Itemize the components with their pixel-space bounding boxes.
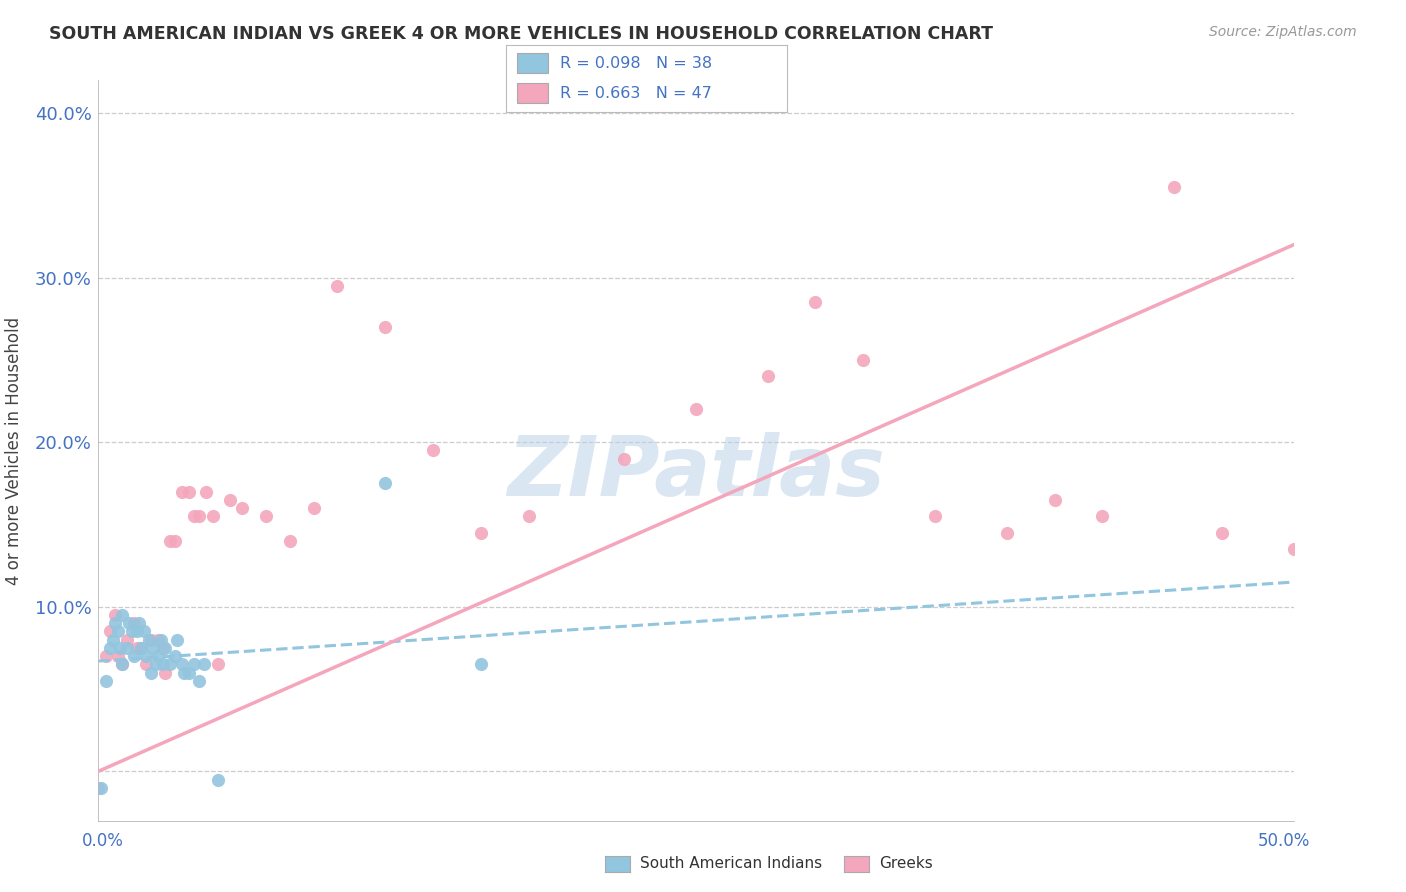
Point [145, 657, 167, 672]
Point [132, 624, 155, 639]
Point [302, 501, 325, 516]
Text: ZIPatlas: ZIPatlas [508, 432, 884, 513]
Point [804, 295, 827, 310]
Point [517, 509, 540, 524]
Point [685, 402, 707, 417]
Point [98, 624, 122, 639]
Point [163, 533, 186, 548]
Point [135, 649, 157, 664]
Point [125, 624, 148, 639]
Point [148, 649, 170, 664]
Point [159, 533, 181, 548]
Point [155, 665, 177, 680]
Point [1282, 542, 1305, 557]
Point [1043, 492, 1066, 507]
Text: R = 0.663   N = 47: R = 0.663 N = 47 [560, 86, 711, 101]
Point [124, 616, 146, 631]
Point [207, 772, 229, 787]
Point [104, 616, 127, 631]
Bar [517, 54, 548, 73]
Point [94, 649, 117, 664]
Point [183, 509, 205, 524]
Point [1091, 509, 1114, 524]
Point [139, 632, 162, 647]
Point [101, 632, 124, 647]
Bar [517, 84, 548, 103]
Point [94, 673, 117, 688]
Point [278, 533, 301, 548]
Point [142, 640, 165, 655]
Text: R = 0.098   N = 38: R = 0.098 N = 38 [560, 56, 711, 70]
Point [152, 640, 174, 655]
Point [166, 632, 188, 647]
Point [87, 780, 110, 795]
Point [138, 632, 160, 647]
Point [195, 484, 218, 499]
Point [183, 657, 205, 672]
Point [326, 279, 349, 293]
Point [756, 369, 779, 384]
Text: Greeks: Greeks [879, 856, 932, 871]
Point [107, 624, 129, 639]
Point [107, 649, 129, 664]
Point [124, 649, 146, 664]
Point [470, 657, 492, 672]
Text: Source: ZipAtlas.com: Source: ZipAtlas.com [1209, 25, 1357, 39]
Point [111, 657, 134, 672]
Point [125, 640, 148, 655]
Point [924, 509, 946, 524]
Text: 50.0%: 50.0% [1257, 831, 1310, 849]
Point [173, 665, 195, 680]
Point [148, 632, 170, 647]
Point [131, 640, 153, 655]
Point [115, 640, 138, 655]
Point [187, 509, 209, 524]
Point [179, 665, 201, 680]
Point [172, 657, 194, 672]
Point [131, 640, 153, 655]
Point [118, 616, 141, 631]
Point [202, 509, 225, 524]
Point [995, 525, 1018, 540]
Point [139, 665, 162, 680]
Point [111, 657, 134, 672]
Y-axis label: 4 or more Vehicles in Household: 4 or more Vehicles in Household [6, 317, 24, 584]
Point [115, 632, 138, 647]
Point [1163, 180, 1185, 194]
Point [121, 624, 143, 639]
Point [111, 607, 134, 622]
Point [613, 451, 636, 466]
Point [135, 657, 157, 672]
Point [149, 632, 172, 647]
Point [152, 657, 174, 672]
Point [104, 607, 127, 622]
Point [374, 476, 396, 491]
Point [159, 657, 181, 672]
Point [1211, 525, 1233, 540]
Point [98, 640, 122, 655]
Point [219, 492, 242, 507]
Point [108, 640, 131, 655]
Text: 0.0%: 0.0% [82, 831, 124, 849]
Point [90, 780, 112, 795]
Point [254, 509, 277, 524]
Point [172, 484, 194, 499]
Text: SOUTH AMERICAN INDIAN VS GREEK 4 OR MORE VEHICLES IN HOUSEHOLD CORRELATION CHART: SOUTH AMERICAN INDIAN VS GREEK 4 OR MORE… [49, 25, 993, 43]
Point [852, 353, 875, 368]
Point [1330, 533, 1353, 548]
Text: South American Indians: South American Indians [640, 856, 823, 871]
Point [422, 443, 444, 458]
Point [155, 640, 177, 655]
Point [128, 616, 150, 631]
Point [179, 484, 201, 499]
Point [470, 525, 492, 540]
Point [374, 320, 396, 334]
Point [163, 649, 186, 664]
Point [193, 657, 215, 672]
Point [231, 501, 253, 516]
Point [187, 673, 209, 688]
Point [207, 657, 229, 672]
